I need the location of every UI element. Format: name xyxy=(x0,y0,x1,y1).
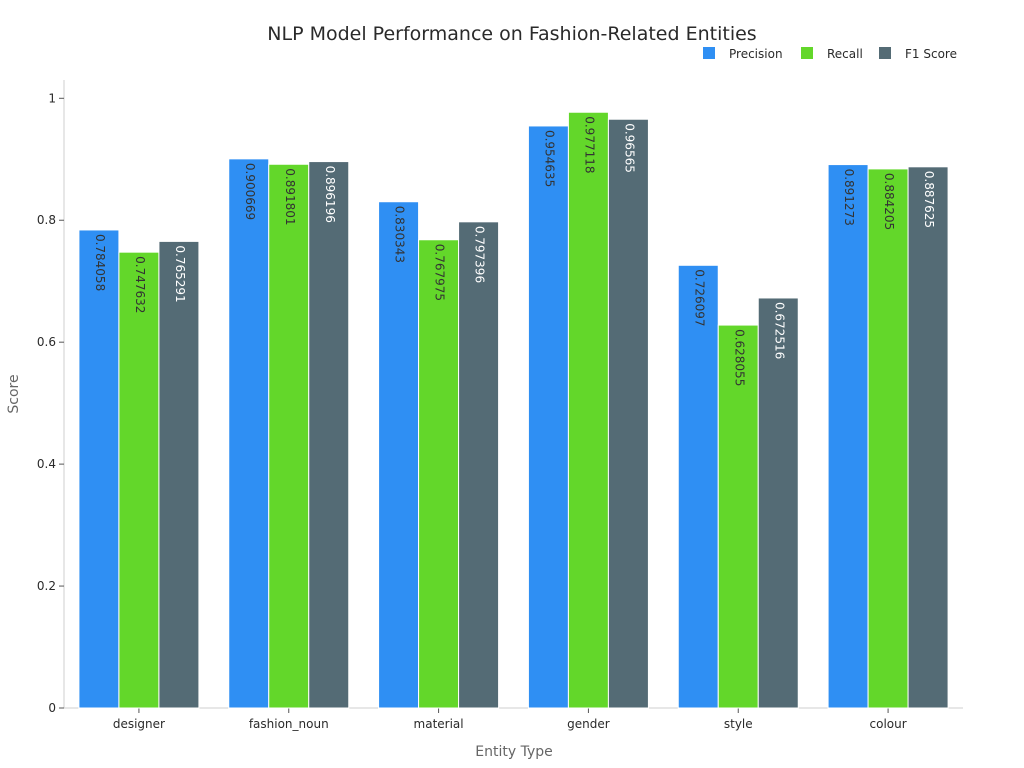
bar-value-label: 0.887625 xyxy=(922,171,936,228)
bar-value-label: 0.96565 xyxy=(622,123,636,173)
y-tick-label: 0.6 xyxy=(37,335,56,349)
x-tick-label: designer xyxy=(113,717,165,731)
x-tick-label: material xyxy=(414,717,464,731)
bar-value-label: 0.726097 xyxy=(692,269,706,326)
bar-value-label: 0.830343 xyxy=(393,206,407,263)
bar xyxy=(527,125,569,709)
axes: 0 0.2 0.4 0.6 0.8 1 designer fashion_noun materi… xyxy=(37,80,963,731)
x-tick-label: colour xyxy=(870,717,907,731)
chart-title: NLP Model Performance on Fashion-Related… xyxy=(267,23,756,45)
y-tick-label: 0.4 xyxy=(37,457,56,471)
bar xyxy=(757,297,799,709)
bar xyxy=(268,163,310,709)
legend-swatch xyxy=(703,47,715,59)
bar xyxy=(607,118,649,709)
bars xyxy=(78,111,949,709)
x-tick-label: fashion_noun xyxy=(249,717,329,731)
bar-value-label: 0.628055 xyxy=(732,329,746,386)
bar-value-label: 0.891273 xyxy=(842,169,856,226)
legend-label: Recall xyxy=(827,47,863,61)
legend-swatch xyxy=(879,47,891,59)
bar xyxy=(118,251,160,709)
y-tick-label: 0.8 xyxy=(37,213,56,227)
bar xyxy=(907,166,949,709)
bar-value-label: 0.977118 xyxy=(582,116,596,173)
legend: Precision Recall F1 Score xyxy=(703,47,957,61)
x-axis-title: Entity Type xyxy=(475,744,552,760)
y-tick-label: 0.2 xyxy=(37,579,56,593)
y-tick-label: 0 xyxy=(48,701,56,715)
bar-value-label: 0.767975 xyxy=(433,244,447,301)
bar-value-label: 0.884205 xyxy=(882,173,896,230)
legend-item: F1 Score xyxy=(879,47,957,61)
bar xyxy=(308,161,350,709)
bar xyxy=(867,168,909,709)
bar xyxy=(228,158,270,709)
x-tick-label: gender xyxy=(567,717,610,731)
bar xyxy=(378,201,420,709)
y-tick-label: 1 xyxy=(48,91,56,105)
legend-swatch xyxy=(801,47,813,59)
bar xyxy=(158,240,200,709)
bar-value-label: 0.954635 xyxy=(542,130,556,187)
bar-value-label: 0.891801 xyxy=(283,168,297,225)
bar-value-label: 0.765291 xyxy=(173,245,187,302)
bar-value-label: 0.672516 xyxy=(772,302,786,359)
bar xyxy=(827,164,869,709)
bar-labels: 0.784058 0.747632 0.765291 0.900669 0.891801… xyxy=(93,116,936,386)
legend-item: Recall xyxy=(801,47,863,61)
bar-value-label: 0.900669 xyxy=(243,163,257,220)
legend-label: Precision xyxy=(729,47,783,61)
legend-label: F1 Score xyxy=(905,47,957,61)
bar xyxy=(717,324,759,709)
bar xyxy=(567,111,609,709)
bar-value-label: 0.896196 xyxy=(323,166,337,223)
y-axis-title: Score xyxy=(6,374,22,413)
x-tick-label: style xyxy=(724,717,753,731)
bar xyxy=(458,221,500,709)
bar-value-label: 0.784058 xyxy=(93,234,107,291)
bar-value-label: 0.797396 xyxy=(473,226,487,283)
bar xyxy=(418,239,460,709)
legend-item: Precision xyxy=(703,47,783,61)
bar xyxy=(677,264,719,709)
bar-value-label: 0.747632 xyxy=(133,256,147,313)
bar xyxy=(78,229,120,709)
